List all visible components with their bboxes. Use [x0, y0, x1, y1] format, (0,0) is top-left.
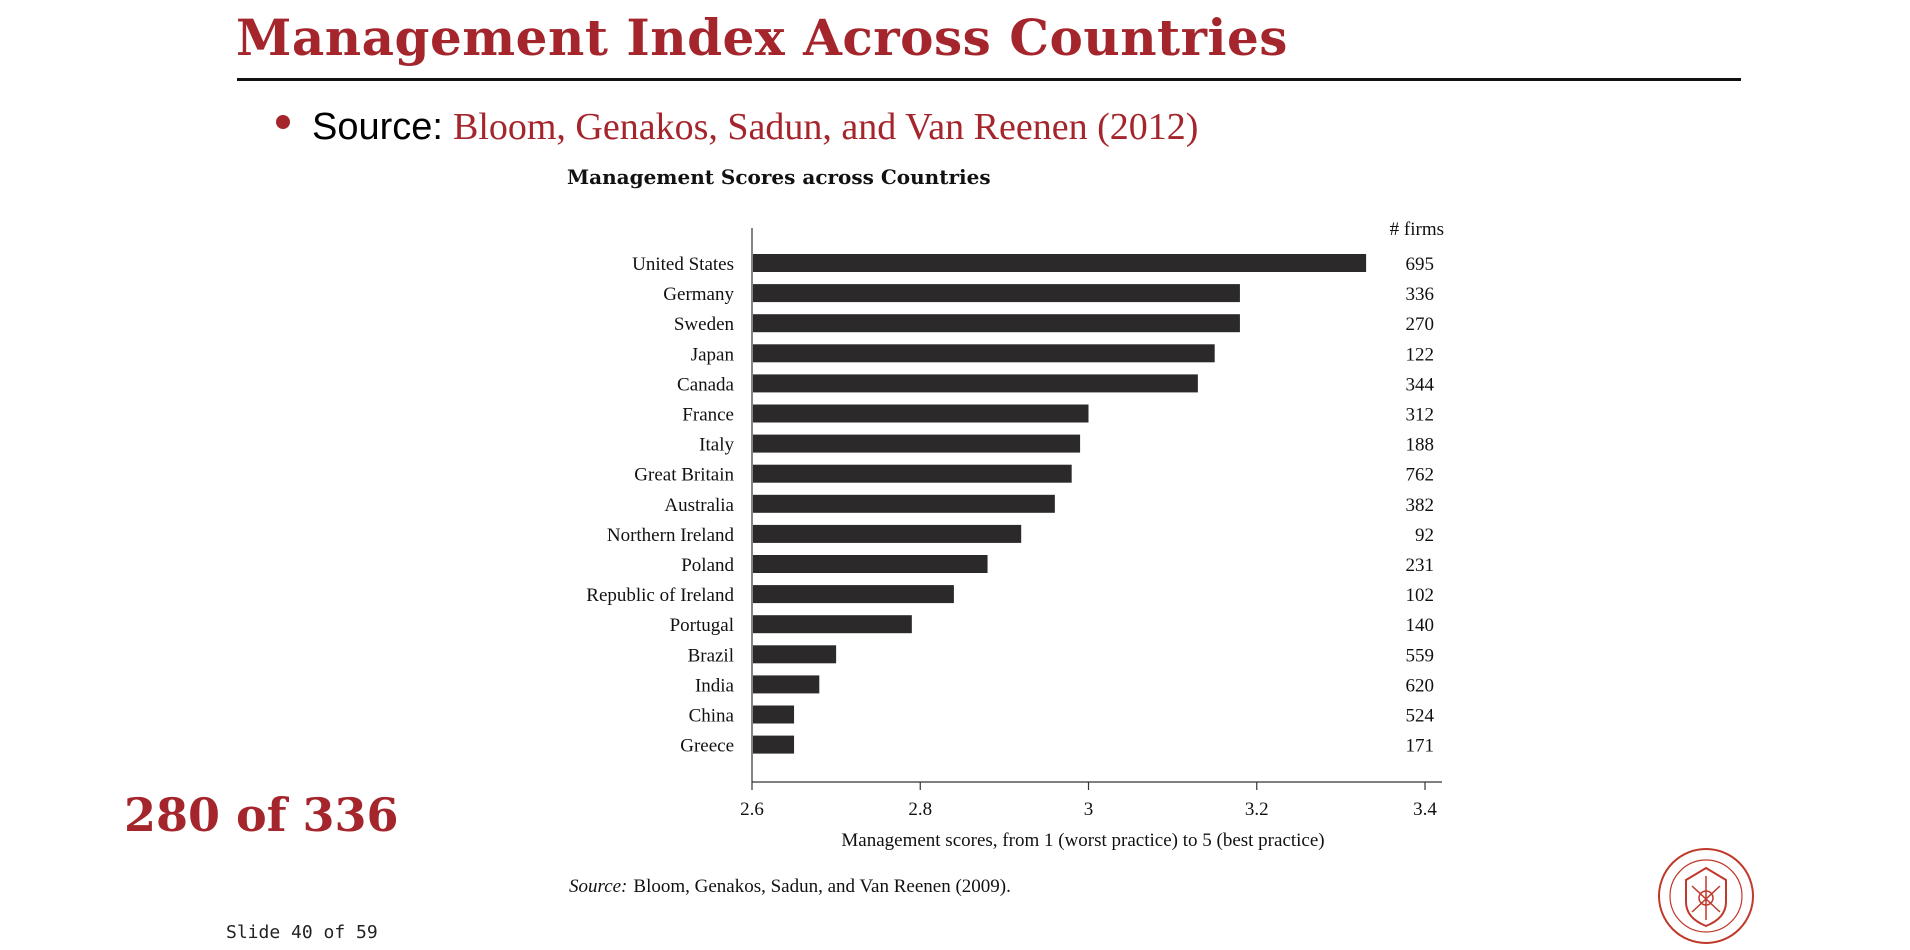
category-label-china: China — [689, 706, 735, 727]
firm-count-sweden: 270 — [1406, 314, 1435, 335]
category-label-france: France — [682, 405, 734, 426]
firm-count-canada: 344 — [1406, 374, 1435, 395]
category-label-portugal: Portugal — [670, 615, 734, 636]
firm-count-australia: 382 — [1406, 495, 1435, 516]
bar-india — [753, 675, 820, 694]
bar-united-states — [753, 254, 1367, 272]
bullet-label: Source: — [312, 106, 443, 148]
source-text: Bloom, Genakos, Sadun, and Van Reenen (2… — [633, 876, 1010, 897]
firm-count-china: 524 — [1406, 706, 1435, 727]
category-label-japan: Japan — [691, 344, 735, 365]
bar-republic-of-ireland — [753, 585, 954, 604]
bar-australia — [753, 494, 1055, 513]
category-label-brazil: Brazil — [688, 645, 734, 666]
firm-count-india: 620 — [1406, 675, 1435, 696]
bars-layer: United States 695 Germany 336 Sweden 270 Japan… — [586, 254, 1435, 757]
chart-title: Management Scores across Countries — [567, 165, 991, 189]
firm-count-greece: 171 — [1406, 736, 1435, 757]
source-label: Source: — [569, 876, 627, 897]
x-tick-label: 2.8 — [908, 799, 932, 820]
source-bullet: Source: Bloom, Genakos, Sadun, and Van Re… — [276, 104, 1198, 149]
firm-count-portugal: 140 — [1406, 615, 1435, 636]
category-label-greece: Greece — [680, 736, 734, 757]
firm-count-germany: 336 — [1406, 284, 1435, 305]
firm-count-italy: 188 — [1406, 435, 1435, 456]
bar-sweden — [753, 314, 1240, 333]
bar-japan — [753, 344, 1215, 363]
chart-source-note: Source: Bloom, Genakos, Sadun, and Van Re… — [569, 876, 1011, 897]
bar-poland — [753, 555, 988, 573]
category-label-sweden: Sweden — [674, 314, 735, 335]
bar-portugal — [753, 615, 912, 634]
x-tick-label: 2.6 — [740, 799, 764, 820]
category-label-germany: Germany — [663, 284, 734, 305]
firm-count-northern-ireland: 92 — [1415, 525, 1434, 546]
bar-france — [753, 404, 1089, 423]
bar-greece — [753, 735, 795, 754]
bar-germany — [753, 284, 1240, 303]
firm-count-france: 312 — [1406, 405, 1435, 426]
firm-count-republic-of-ireland: 102 — [1406, 585, 1435, 606]
category-label-australia: Australia — [664, 495, 734, 516]
firms-column-header: # firms — [1390, 219, 1444, 240]
title-divider — [237, 78, 1741, 81]
bar-brazil — [753, 645, 837, 664]
bar-china — [753, 705, 795, 724]
bar-italy — [753, 434, 1081, 453]
bullet-citation-link[interactable]: Bloom, Genakos, Sadun, and Van Reenen (2… — [452, 106, 1199, 148]
x-tick-label: 3.4 — [1413, 799, 1437, 820]
category-label-italy: Italy — [699, 435, 734, 456]
firm-count-brazil: 559 — [1406, 645, 1435, 666]
slide-number: Slide 40 of 59 — [226, 922, 378, 943]
category-label-republic-of-ireland: Republic of Ireland — [586, 585, 734, 606]
firm-count-poland: 231 — [1406, 555, 1435, 576]
x-tick-label: 3 — [1084, 799, 1094, 820]
category-label-united-states: United States — [632, 254, 734, 275]
bar-canada — [753, 374, 1198, 393]
category-label-india: India — [695, 675, 735, 696]
firm-count-united-states: 695 — [1406, 254, 1435, 275]
university-seal-icon — [1658, 848, 1754, 944]
x-ticks-layer: 2.6 2.8 3 3.2 3.4 — [740, 782, 1437, 820]
category-label-great-britain: Great Britain — [634, 465, 734, 486]
x-axis-label: Management scores, from 1 (worst practic… — [841, 830, 1324, 851]
category-label-canada: Canada — [677, 374, 735, 395]
x-tick-label: 3.2 — [1245, 799, 1269, 820]
firm-count-japan: 122 — [1406, 344, 1435, 365]
category-label-northern-ireland: Northern Ireland — [607, 525, 735, 546]
bullet-icon — [276, 114, 290, 129]
firm-count-great-britain: 762 — [1406, 465, 1435, 486]
slide-counter: 280 of 336 — [124, 788, 399, 842]
bar-great-britain — [753, 464, 1072, 483]
category-label-poland: Poland — [681, 555, 734, 576]
bar-northern-ireland — [753, 524, 1022, 543]
slide-title: Management Index Across Countries — [236, 8, 1288, 67]
